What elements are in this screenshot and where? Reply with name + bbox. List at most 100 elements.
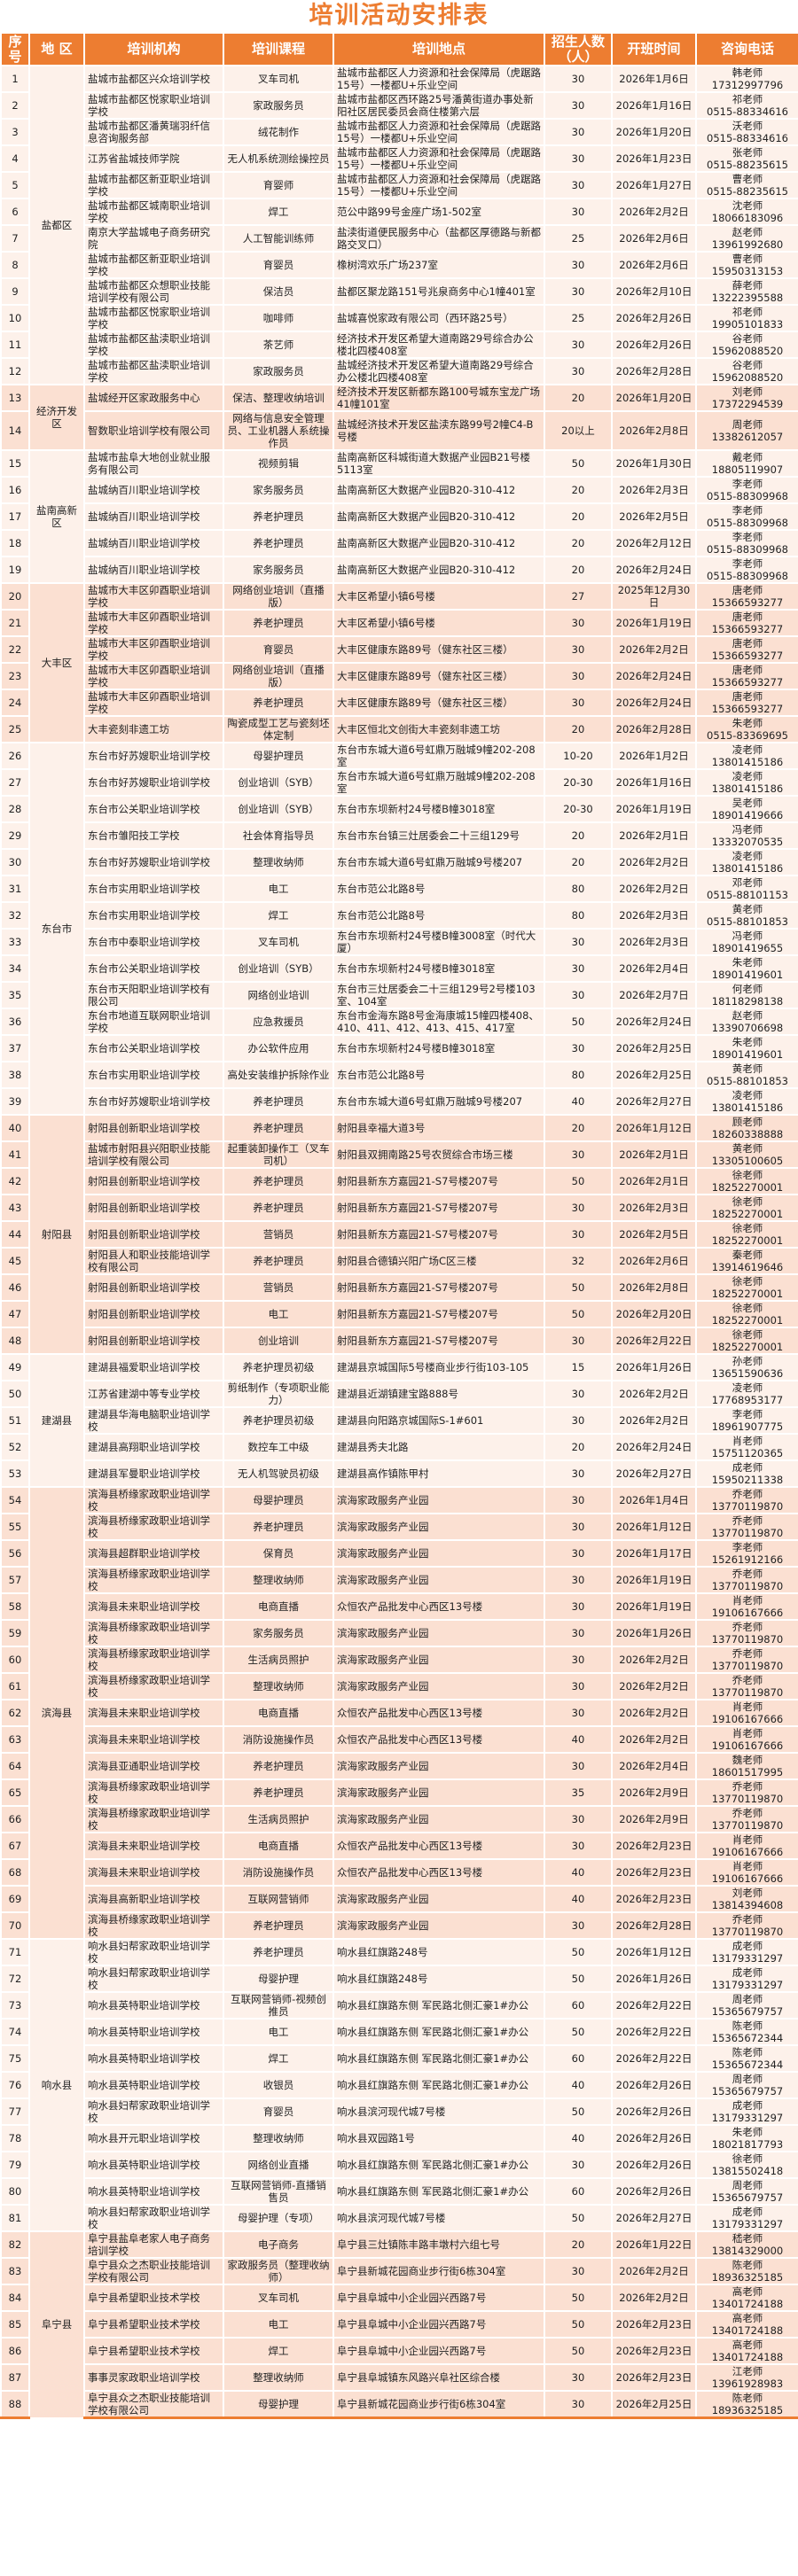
start-date: 2026年2月23日 — [611, 2363, 697, 2392]
contact-name: 李老师 — [732, 557, 763, 570]
start-date: 2026年2月2日 — [611, 1646, 697, 1674]
course: 母婴护理 — [223, 1965, 334, 1993]
contact-phone: 15365679757 — [711, 2085, 784, 2097]
start-date: 2026年2月8日 — [611, 1273, 697, 1302]
institution: 响水县英特职业培训学校 — [83, 2018, 224, 2046]
contact-phone: 18936325185 — [711, 2271, 784, 2284]
header-start-date: 开班时间 — [611, 32, 697, 66]
contact-name: 陈老师 — [732, 2392, 763, 2404]
row-number: 6 — [0, 198, 30, 226]
start-date: 2026年2月24日 — [611, 1008, 697, 1036]
contact-phone: 18901419601 — [711, 969, 784, 981]
region-cell: 射阳县 — [28, 1114, 85, 1355]
enrollment: 40 — [544, 2124, 613, 2152]
enrollment: 40 — [544, 1725, 613, 1754]
region-cell: 阜宁县 — [28, 2230, 85, 2419]
location: 东台市金海东路8号金海康城15幢四楼408、410、411、412、413、41… — [332, 1008, 545, 1036]
start-date: 2026年2月2日 — [611, 875, 697, 903]
contact-cell: 江老师 13961928983 — [695, 2363, 798, 2392]
contact-name: 冯老师 — [732, 930, 763, 942]
start-date: 2026年2月26日 — [611, 304, 697, 332]
row-number: 8 — [0, 251, 30, 279]
row-number: 75 — [0, 2044, 30, 2073]
contact-cell: 成老师 13179331297 — [695, 1965, 798, 1993]
row-number: 80 — [0, 2177, 30, 2206]
contact-cell: 陈老师 15365672344 — [695, 2018, 798, 2046]
location: 盐城喜悦家政有限公司（西环路25号） — [332, 304, 545, 332]
enrollment: 30 — [544, 1592, 613, 1621]
table-row: 88 阜宁县众之杰职业技能培训学校有限公司 母婴护理 阜宁县新城花园商业步行街6栋30… — [0, 2390, 798, 2419]
contact-phone: 13179331297 — [711, 2112, 784, 2124]
course: 网络创业直播 — [223, 2151, 334, 2179]
row-number: 60 — [0, 1646, 30, 1674]
start-date: 2026年2月6日 — [611, 1247, 697, 1275]
table-row: 29 东台市雏阳技工学校 社会体育指导员 东台市东台镇三灶居委会二十三组129号 20 2… — [0, 821, 798, 850]
location: 众恒农产品批发中心西区13号楼 — [332, 1592, 545, 1621]
contact-name: 陈老师 — [732, 2020, 763, 2032]
institution: 响水县妇帮家政职业培训学校 — [83, 1965, 224, 1993]
row-number: 11 — [0, 331, 30, 359]
table-row: 87 事事灵家政职业培训学校 整理收纳师 阜宁县阜城镇东风路兴阜社区综合楼 30 2026… — [0, 2363, 798, 2392]
start-date: 2026年1月20日 — [611, 118, 697, 146]
contact-phone: 15751120365 — [711, 1447, 784, 1459]
table-row: 50 江苏省建湖中等专业学校 剪纸制作（专项职业能力） 建湖县近湖镇建宝路888号 30… — [0, 1380, 798, 1408]
table-row: 28 东台市公关职业培训学校 创业培训（SYB） 东台市东坝新村24号楼B幢3018室… — [0, 795, 798, 823]
header-no: 序号 — [0, 32, 30, 66]
institution: 响水县英特职业培训学校 — [83, 1991, 224, 2020]
contact-name: 吴老师 — [732, 797, 763, 809]
contact-phone: 18252270001 — [711, 1234, 784, 1247]
table-row: 79 响水县英特职业培训学校 网络创业直播 响水县红旗路东侧 军民路北侧汇豪1#办公 3… — [0, 2151, 798, 2179]
institution: 滨海县桥缘家政职业培训学校 — [83, 1513, 224, 1541]
row-number: 72 — [0, 1965, 30, 1993]
institution: 盐城市大丰区卯酉职业培训学校 — [83, 689, 224, 717]
table-row: 56 滨海县超群职业培训学校 保育员 滨海家政服务产业园 30 2026年1月17日 李老师… — [0, 1539, 798, 1568]
header-location: 培训地点 — [332, 32, 545, 66]
enrollment: 20 — [544, 715, 613, 743]
institution: 东台市好苏嫂职业培训学校 — [83, 848, 224, 876]
enrollment: 32 — [544, 1247, 613, 1275]
row-number: 68 — [0, 1858, 30, 1887]
contact-phone: 13179331297 — [711, 1979, 784, 1991]
start-date: 2026年1月30日 — [611, 449, 697, 478]
contact-cell: 乔老师 13770119870 — [695, 1805, 798, 1833]
table-row: 31 东台市实用职业培训学校 电工 东台市范公北路8号 80 2026年2月2日 邓老师 05… — [0, 875, 798, 903]
contact-name: 谷老师 — [732, 332, 763, 345]
enrollment: 30 — [544, 2390, 613, 2419]
institution: 响水县妇帮家政职业培训学校 — [83, 2204, 224, 2232]
contact-phone: 18961907775 — [711, 1420, 784, 1433]
start-date: 2026年2月26日 — [611, 331, 697, 359]
contact-cell: 刘老师 17372294539 — [695, 384, 798, 412]
contact-cell: 徐老师 18252270001 — [695, 1273, 798, 1302]
institution: 江苏省建湖中等专业学校 — [83, 1380, 224, 1408]
institution: 南京大学盐城电子商务研究院 — [83, 224, 224, 253]
contact-phone: 13382612057 — [711, 431, 784, 443]
header-row: 序号 地 区 培训机构 培训课程 培训地点 招生人数（人） 开班时间 咨询电话 — [0, 32, 798, 66]
institution: 射阳县创新职业培训学校 — [83, 1220, 224, 1249]
enrollment: 30 — [544, 2151, 613, 2179]
row-number: 34 — [0, 954, 30, 983]
contact-name: 徐老师 — [732, 2152, 763, 2165]
course: 焊工 — [223, 198, 334, 226]
row-number: 52 — [0, 1433, 30, 1461]
contact-cell: 凌老师 13801415186 — [695, 848, 798, 876]
page-title: 培训活动安排表 — [309, 2, 489, 29]
region-cell: 盐都区 — [28, 65, 85, 385]
location: 射阳县幸福大道3号 — [332, 1114, 545, 1142]
start-date: 2026年2月24日 — [611, 1433, 697, 1461]
contact-cell: 薛老师 13222395588 — [695, 277, 798, 306]
contact-cell: 徐老师 18252270001 — [695, 1220, 798, 1249]
table-row: 84 阜宁县希望职业技术学校 叉车司机 阜宁县阜城中小企业园兴西路7号 50 2026年2… — [0, 2284, 798, 2312]
location: 盐城市盐都区人力资源和社会保障局（虎踞路15号）一楼都U+乐业空间 — [332, 65, 545, 93]
enrollment: 20 — [544, 848, 613, 876]
contact-name: 唐老师 — [732, 611, 763, 623]
table-row: 74 响水县英特职业培训学校 电工 响水县红旗路东侧 军民路北侧汇豪1#办公 50 202… — [0, 2018, 798, 2046]
row-number: 59 — [0, 1619, 30, 1647]
location: 东台市东台镇三灶居委会二十三组129号 — [332, 821, 545, 850]
table-row: 7 南京大学盐城电子商务研究院 人工智能训练师 盐渎街道便民服务中心（盐都区厚德路与新… — [0, 224, 798, 253]
course: 养老护理员 — [223, 1114, 334, 1142]
contact-cell: 沈老师 18066183096 — [695, 198, 798, 226]
contact-name: 黄老师 — [732, 1142, 763, 1155]
course: 养老护理员 — [223, 502, 334, 531]
contact-cell: 乔老师 13770119870 — [695, 1672, 798, 1700]
contact-cell: 周老师 15365679757 — [695, 1991, 798, 2020]
